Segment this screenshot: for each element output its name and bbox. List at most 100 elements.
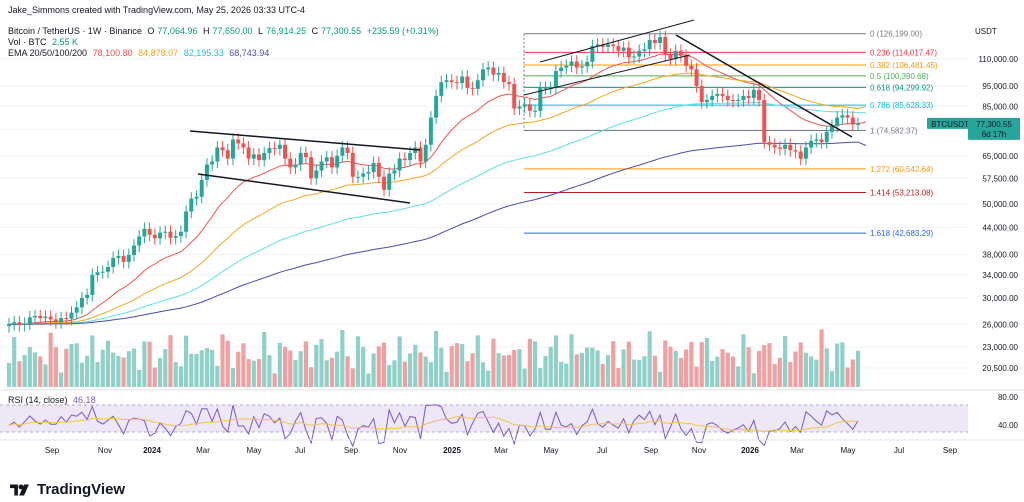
rsi-tick-label: 40.00 [998, 421, 1019, 430]
volume-bar [152, 367, 157, 387]
fib-level-label: 1 (74,582.37) [870, 126, 918, 135]
candle-body [512, 84, 517, 109]
candle-body [402, 158, 407, 161]
candle-body [611, 44, 616, 47]
candle-body [725, 95, 730, 101]
candle-body [95, 272, 100, 275]
candle-body [17, 322, 22, 325]
ema200-line [9, 141, 867, 325]
volume-bar [423, 356, 428, 387]
volume-label: Vol · BTC [8, 37, 47, 47]
candle-body [777, 147, 782, 149]
candle-body [553, 71, 558, 88]
candle-body [736, 100, 741, 102]
price-tick-label: 23,000.00 [982, 343, 1018, 352]
volume-bar [329, 357, 335, 387]
candle-body [600, 44, 605, 47]
price-tick-label: 20,500.00 [982, 364, 1018, 373]
symbol-legend[interactable]: Bitcoin / TetherUS · 1W · Binance O 77,06… [8, 26, 442, 37]
ema-legend[interactable]: EMA 20/50/100/200 78,100.80 84,878.07 82… [8, 48, 272, 59]
rsi-ma-line [8, 416, 859, 433]
volume-bar [163, 348, 168, 387]
candle-body [590, 46, 595, 62]
volume-bar [574, 354, 579, 387]
candle-body [74, 307, 79, 313]
volume-bar [361, 346, 366, 387]
volume-bar [371, 353, 376, 387]
volume-bar [168, 335, 173, 387]
volume-bar [121, 357, 126, 387]
volume-bar [475, 335, 480, 387]
candle-body [783, 144, 788, 149]
candle-body [277, 144, 282, 149]
volume-bar [402, 361, 407, 387]
volume-bar [559, 361, 564, 387]
candle-body [850, 117, 855, 125]
tradingview-logo[interactable]: TradingView [10, 481, 125, 498]
volume-bar [626, 341, 631, 387]
fib-level-label: 0.382 (106,481.45) [870, 61, 938, 70]
candle-body [64, 318, 69, 320]
candle-body [533, 110, 538, 112]
volume-bar [600, 363, 605, 387]
volume-bar [460, 343, 465, 387]
candle-body [569, 61, 574, 66]
volume-bar [814, 359, 819, 387]
volume-bar [407, 353, 413, 387]
time-tick-label: Mar [196, 446, 210, 455]
volume-bar [53, 347, 58, 387]
candle-body [314, 170, 319, 179]
candle-body [689, 65, 694, 70]
price-tick-label: 57,500.00 [982, 174, 1018, 183]
candle-body [204, 164, 209, 180]
volume-bar [772, 363, 777, 387]
volume-bar [579, 352, 585, 387]
candle-body [824, 131, 829, 143]
volume-bar [355, 336, 361, 387]
volume-bar [564, 363, 569, 387]
volume-bar [496, 353, 501, 387]
volume-bar [116, 355, 121, 387]
candle-body [85, 294, 90, 298]
volume-bar [345, 356, 350, 387]
candle-body [48, 316, 53, 320]
volume-bar [819, 329, 824, 387]
volume-bar [762, 345, 767, 387]
candle-body [59, 318, 64, 323]
volume-bar [256, 358, 262, 387]
candle-body [408, 152, 413, 161]
candle-body [397, 158, 402, 171]
change-value: +235.59 (+0.31%) [366, 26, 439, 36]
volume-bar [126, 351, 131, 387]
low-value: 76,914.25 [266, 26, 307, 36]
volume-bar [27, 347, 32, 387]
candle-body [527, 104, 532, 111]
candle-body [803, 147, 808, 159]
volume-bar [298, 351, 303, 387]
fib-level-label: 1.618 (42,683.29) [870, 229, 933, 238]
candle-body [371, 162, 376, 173]
candle-body [194, 196, 199, 199]
open-label: O [147, 26, 155, 36]
candle-body [454, 82, 459, 84]
candle-body [626, 47, 631, 58]
volume-bar [85, 355, 90, 387]
volume-bar [725, 352, 730, 387]
volume-legend[interactable]: Vol · BTC 2.55 K [8, 37, 81, 48]
ema20-value: 78,100.80 [92, 48, 133, 58]
ema100-value: 82,195.33 [183, 48, 224, 58]
volume-bar [855, 350, 861, 387]
volume-bar [803, 352, 808, 387]
candle-body [746, 95, 751, 98]
volume-bar [777, 357, 782, 387]
volume-bar [366, 373, 371, 387]
rsi-legend[interactable]: RSI (14, close) 46.18 [8, 395, 99, 406]
volume-bar [251, 360, 256, 387]
candle-body [38, 315, 43, 319]
volume-bar [189, 353, 194, 387]
candle-body [7, 324, 11, 327]
candle-body [33, 315, 38, 318]
candle-body [168, 231, 173, 238]
volume-bar [527, 338, 532, 387]
